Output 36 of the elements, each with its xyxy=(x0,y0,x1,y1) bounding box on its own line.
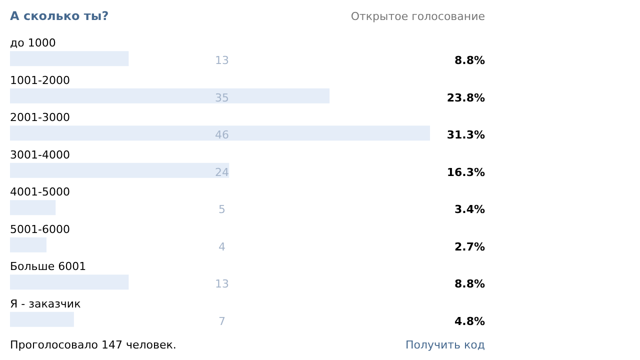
bar xyxy=(10,51,129,66)
text: 4.8% xyxy=(454,314,485,328)
y-tick-label: до 1000 xyxy=(10,36,56,50)
data-label: 46 xyxy=(215,128,229,142)
y-tick-label: Больше 6001 xyxy=(10,260,86,274)
bar xyxy=(10,237,47,252)
text: 3.4% xyxy=(454,203,485,216)
bar xyxy=(10,274,129,290)
y-tick-label: 4001-5000 xyxy=(10,186,70,199)
data-label: 7 xyxy=(218,314,226,328)
text: Получить код xyxy=(405,338,486,352)
data-label: 24 xyxy=(215,166,229,179)
text: 2.7% xyxy=(454,240,485,254)
y-tick-label: 5001-6000 xyxy=(10,222,70,236)
text: 31.3% xyxy=(446,128,485,142)
data-label: 13 xyxy=(215,54,229,68)
text: 8.8% xyxy=(454,54,485,68)
data-label: 4 xyxy=(218,240,226,254)
y-tick-label: 1001-2000 xyxy=(10,74,70,87)
bar xyxy=(10,200,56,216)
y-tick-label: 2001-3000 xyxy=(10,111,70,124)
chart-title: А сколько ты? xyxy=(10,9,109,23)
y-tick-label: Я - заказчик xyxy=(10,297,82,310)
y-tick-label: 3001-4000 xyxy=(10,148,70,162)
bar xyxy=(10,126,430,141)
chart-subtitle: Открытое голосование xyxy=(350,10,486,23)
bar xyxy=(10,162,230,178)
data-label: 13 xyxy=(215,278,229,291)
data-label: 5 xyxy=(218,203,226,216)
data-label: 35 xyxy=(215,91,229,104)
text: 16.3% xyxy=(446,166,485,179)
text: Проголосовало 147 человек. xyxy=(10,338,176,352)
text: 23.8% xyxy=(446,91,485,104)
text: 8.8% xyxy=(454,278,485,291)
bar xyxy=(10,312,74,327)
bar xyxy=(10,88,330,104)
